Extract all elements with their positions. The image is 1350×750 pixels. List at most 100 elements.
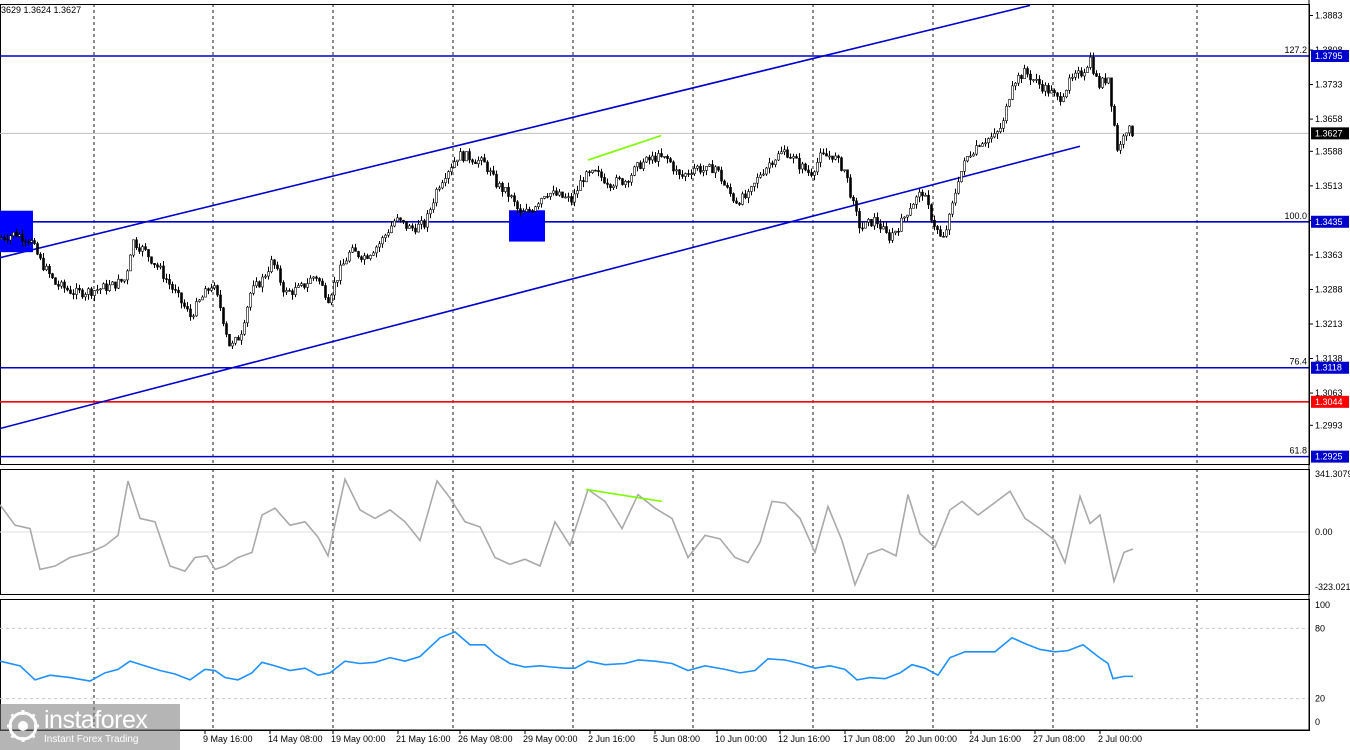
candle-body [1080, 70, 1083, 77]
candle-body [705, 165, 708, 171]
candle-body [945, 229, 948, 237]
candle-body [60, 281, 63, 287]
candle-body [615, 177, 618, 187]
candle-body [567, 196, 570, 198]
candle-body [24, 240, 27, 243]
candle-body [111, 281, 114, 286]
candle-body [861, 227, 864, 230]
candle-body [801, 163, 804, 170]
rsi-panel[interactable] [0, 630, 1133, 682]
candle-body [348, 251, 351, 262]
candle-body [735, 200, 738, 204]
candle-body [891, 232, 894, 241]
candle-body [897, 230, 900, 233]
candle-body [339, 264, 342, 281]
candle-body [417, 223, 420, 233]
candle-body [120, 278, 123, 282]
candle-body [732, 193, 735, 202]
candle-body [291, 290, 294, 295]
time-tick-label: 9 May 16:00 [203, 734, 253, 744]
candle-body [825, 153, 828, 157]
candle-body [342, 263, 345, 266]
candle-body [810, 172, 813, 176]
candle-body [765, 167, 768, 175]
candle-body [18, 234, 21, 237]
candle-body [405, 221, 408, 229]
candle-body [72, 293, 75, 295]
candle-body [1029, 73, 1032, 81]
candle-body [243, 322, 246, 335]
candle-body [498, 183, 501, 188]
candle-body [327, 297, 330, 304]
candle-body [918, 191, 921, 198]
candle-body [78, 287, 81, 291]
candle-body [129, 254, 132, 272]
candle-body [441, 182, 444, 189]
candle-body [480, 157, 483, 161]
candle-body [540, 198, 543, 205]
candle-body [972, 153, 975, 157]
instaforex-logo-icon [7, 710, 39, 742]
candle-body [873, 217, 876, 227]
candle-body [714, 166, 717, 174]
candle-body [1098, 76, 1101, 88]
candle-body [288, 290, 291, 292]
candle-body [639, 162, 642, 169]
candle-body [702, 170, 705, 173]
candle-body [48, 265, 51, 274]
price-tick-label: 1.2993 [1315, 420, 1343, 430]
candle-body [576, 190, 579, 195]
candle-body [846, 169, 849, 179]
divergence-line-price [587, 134, 662, 161]
candle-body [294, 287, 297, 295]
candle-body [552, 190, 555, 194]
candle-body [300, 283, 303, 286]
candle-body [366, 255, 369, 259]
candle-body [57, 284, 60, 287]
candle-body [189, 308, 192, 318]
candle-body [0, 237, 3, 239]
price-panel[interactable]: 127.2 100.0 76.4 61.8 [0, 4, 1309, 458]
candle-body [426, 213, 429, 228]
price-level-box [1311, 50, 1349, 62]
candle-body [1038, 78, 1041, 85]
candle-body [795, 156, 798, 159]
candle-body [858, 211, 861, 229]
candle-body [303, 283, 306, 288]
price-axis: 1.38831.38081.37331.36581.35881.35131.34… [1308, 0, 1350, 750]
price-tick-label: 1.3513 [1315, 181, 1343, 191]
candle-body [894, 230, 897, 234]
cci-tick-label: 341.3079 [1315, 469, 1350, 479]
candle-body [420, 220, 423, 225]
candle-body [921, 191, 924, 197]
candle-body [594, 169, 597, 172]
candle-body [675, 169, 678, 172]
candle-body [75, 287, 78, 295]
candle-body [882, 226, 885, 230]
cci-panel[interactable] [0, 476, 1134, 588]
candle-body [987, 138, 990, 144]
candle-body [948, 213, 951, 231]
current-price-value: 1.3627 [1315, 128, 1343, 138]
candle-body [45, 265, 48, 271]
candle-body [315, 276, 318, 279]
candle-body [459, 151, 462, 161]
candle-body [942, 235, 945, 238]
candle-body [720, 169, 723, 182]
channel-upper-line [0, 4, 1031, 259]
candle-body [141, 246, 144, 252]
candle-body [33, 240, 36, 244]
price-tick-label: 1.3733 [1315, 80, 1343, 90]
watermark-logo: instaforex Instant Forex Trading [0, 704, 180, 750]
candle-body [21, 234, 24, 242]
candle-body [1050, 90, 1053, 94]
candle-body [147, 249, 150, 258]
time-tick-label: 21 May 16:00 [396, 734, 451, 744]
candle-body [903, 216, 906, 219]
price-level-box [1311, 215, 1349, 228]
candle-body [144, 246, 147, 250]
candle-body [162, 265, 165, 279]
candle-body [651, 155, 654, 161]
candle-body [729, 186, 732, 195]
